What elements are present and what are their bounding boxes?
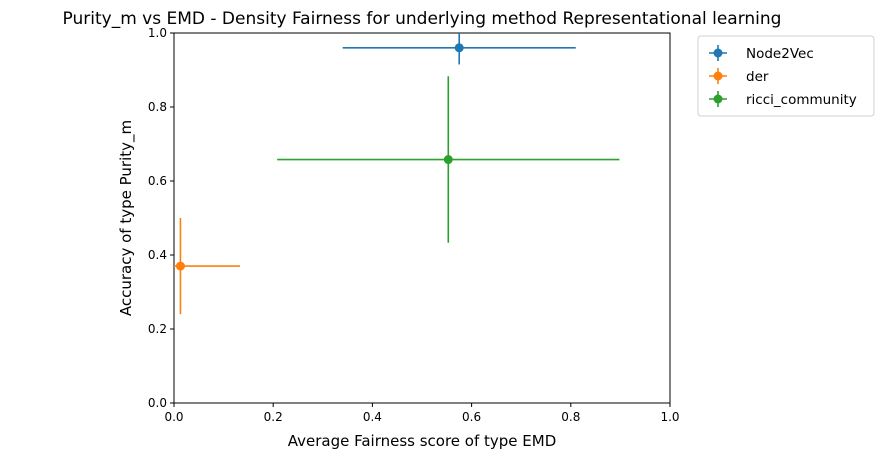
axes-frame: [173, 32, 671, 404]
series-node2vec: [342, 33, 576, 65]
data-point: [443, 155, 453, 165]
x-tick-label: 0.8: [561, 410, 580, 424]
legend: Node2Vec der ricci_community: [697, 35, 875, 117]
y-tick-label: 0.0: [148, 396, 167, 410]
x-tick-label: 0.4: [363, 410, 382, 424]
data-point: [454, 43, 464, 53]
y-axis-label: Accuracy of type Purity_m: [117, 120, 136, 316]
y-tick-label: 1.0: [148, 26, 167, 40]
x-axis-label: Average Fairness score of type EMD: [288, 432, 557, 450]
x-tick-label: 0.6: [462, 410, 481, 424]
legend-label: ricci_community: [746, 92, 857, 108]
y-tick-label: 0.4: [148, 248, 167, 262]
legend-item: ricci_community: [709, 91, 857, 108]
x-tick-label: 1.0: [660, 410, 679, 424]
legend-label: der: [746, 69, 769, 85]
legend-label: Node2Vec: [746, 46, 814, 62]
legend-marker: [713, 71, 723, 81]
legend-marker: [713, 48, 723, 58]
series-der: [174, 218, 240, 315]
legend-item: der: [709, 68, 769, 85]
legend-item: Node2Vec: [709, 45, 814, 62]
y-tick-label: 0.6: [148, 174, 167, 188]
data-layer: [174, 33, 620, 315]
legend-marker: [713, 94, 723, 104]
y-tick-label: 0.2: [148, 322, 167, 336]
chart-title: Purity_m vs EMD - Density Fairness for u…: [63, 9, 782, 29]
x-tick-label: 0.0: [164, 410, 183, 424]
legend-box: [697, 35, 875, 117]
y-tick-label: 0.8: [148, 100, 167, 114]
plot-area: 0.0 0.2 0.4 0.6 0.8 1.0 0.0 0.2 0.4 0.6 0.8 1.0: [148, 26, 680, 424]
series-ricci-community: [277, 76, 620, 243]
data-point: [175, 261, 185, 271]
x-tick-label: 0.2: [264, 410, 283, 424]
